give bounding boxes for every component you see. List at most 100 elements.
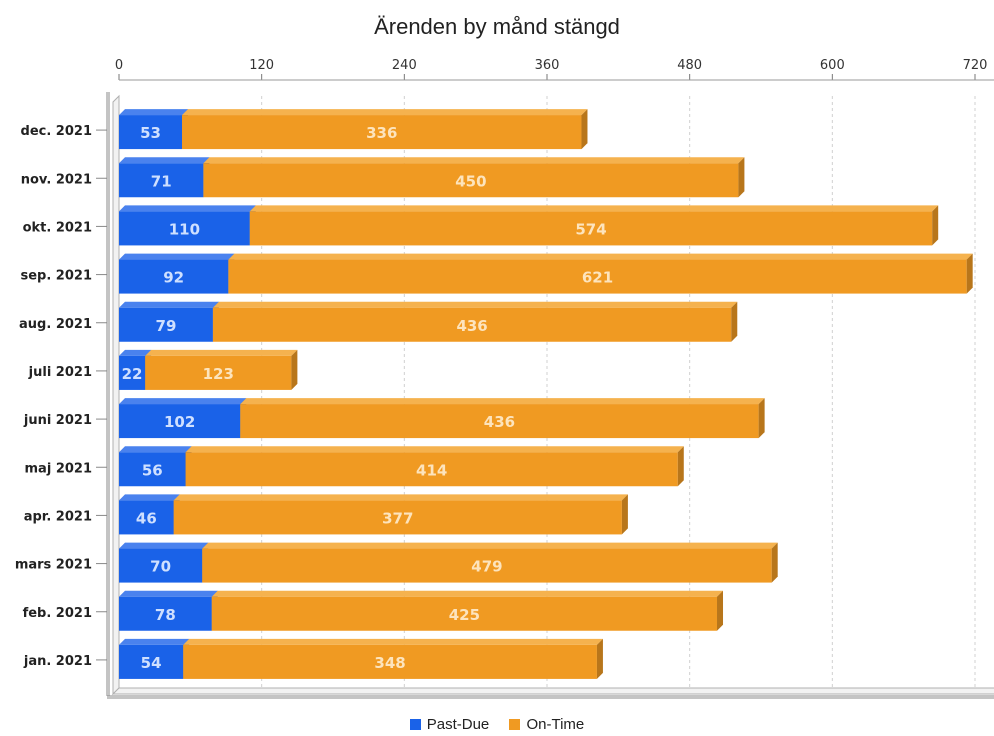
bar-top-on-time-okt-2021	[249, 205, 939, 212]
bar-past-due-apr-2021	[119, 500, 174, 535]
category-label-juli-2021: juli 2021	[28, 365, 92, 380]
bar-past-due-sep-2021	[119, 259, 229, 294]
bar-top-on-time-aug-2021	[212, 301, 738, 308]
bar-top-on-time-jan-2021	[183, 638, 603, 645]
data-label-past-due-sep-2021: 92	[163, 269, 184, 287]
data-label-on-time-aug-2021: 436	[456, 317, 487, 335]
x-tick-label-720: 720	[963, 58, 988, 73]
category-label-maj-2021: maj 2021	[25, 461, 92, 476]
bar-side-on-time-jan-2021	[596, 638, 603, 679]
data-label-past-due-apr-2021: 46	[136, 509, 157, 527]
bar-on-time-juni-2021	[240, 404, 759, 439]
bar-top-past-due-nov-2021	[119, 157, 210, 164]
data-label-past-due-maj-2021: 56	[142, 461, 163, 479]
data-label-past-due-aug-2021: 79	[156, 317, 177, 335]
category-label-aug-2021: aug. 2021	[19, 317, 92, 332]
bar-top-past-due-aug-2021	[119, 301, 219, 308]
chart-title: Ärenden by månd stängd	[374, 14, 620, 39]
category-label-okt-2021: okt. 2021	[23, 220, 92, 235]
bar-on-time-apr-2021	[173, 500, 622, 535]
category-label-nov-2021: nov. 2021	[21, 172, 92, 187]
bar-top-past-due-feb-2021	[119, 590, 218, 597]
bar-top-on-time-maj-2021	[185, 446, 684, 453]
bar-on-time-juli-2021	[145, 355, 292, 390]
bar-on-time-feb-2021	[211, 596, 718, 631]
bar-top-on-time-apr-2021	[173, 494, 628, 501]
bar-top-past-due-juli-2021	[119, 349, 152, 356]
bar-on-time-maj-2021	[185, 452, 678, 487]
bar-side-on-time-juli-2021	[291, 349, 298, 390]
bar-top-on-time-sep-2021	[228, 253, 973, 260]
bar-side-on-time-apr-2021	[621, 494, 628, 535]
bar-side-on-time-mars-2021	[771, 542, 778, 583]
data-label-past-due-okt-2021: 110	[169, 220, 200, 238]
data-label-past-due-mars-2021: 70	[150, 558, 171, 576]
bar-side-on-time-maj-2021	[677, 446, 684, 487]
bar-top-past-due-apr-2021	[119, 494, 180, 501]
data-label-on-time-jan-2021: 348	[374, 654, 405, 672]
data-label-past-due-dec-2021: 53	[140, 124, 161, 142]
x-tick-label-120: 120	[249, 58, 274, 73]
category-label-juni-2021: juni 2021	[23, 413, 92, 428]
bar-past-due-jan-2021	[119, 644, 184, 679]
data-label-past-due-jan-2021: 54	[141, 654, 162, 672]
bar-top-past-due-okt-2021	[119, 205, 256, 212]
category-label-feb-2021: feb. 2021	[23, 606, 92, 621]
bar-side-on-time-okt-2021	[932, 205, 939, 246]
data-label-on-time-juli-2021: 123	[203, 365, 234, 383]
bar-past-due-mars-2021	[119, 548, 203, 583]
x-tick-label-240: 240	[392, 58, 417, 73]
bar-past-due-juni-2021	[119, 404, 241, 439]
category-label-sep-2021: sep. 2021	[20, 269, 92, 284]
bar-side-on-time-dec-2021	[581, 109, 588, 150]
bar-side-on-time-aug-2021	[731, 301, 738, 342]
data-label-past-due-juli-2021: 22	[122, 365, 143, 383]
bar-on-time-okt-2021	[249, 211, 933, 246]
category-label-jan-2021: jan. 2021	[23, 654, 92, 669]
bar-top-past-due-jan-2021	[119, 638, 190, 645]
legend-label-on-time: On-Time	[526, 716, 585, 733]
bar-on-time-mars-2021	[202, 548, 772, 583]
bar-on-time-sep-2021	[228, 259, 967, 294]
data-label-on-time-okt-2021: 574	[575, 220, 606, 238]
data-label-on-time-dec-2021: 336	[366, 124, 397, 142]
bar-past-due-feb-2021	[119, 596, 212, 631]
bar-on-time-aug-2021	[212, 307, 732, 342]
category-label-mars-2021: mars 2021	[15, 558, 92, 573]
x-tick-label-0: 0	[115, 58, 123, 73]
bar-past-due-maj-2021	[119, 452, 186, 487]
bar-on-time-dec-2021	[182, 115, 582, 150]
x-tick-label-360: 360	[535, 58, 560, 73]
bar-top-past-due-sep-2021	[119, 253, 235, 260]
legend-swatch-on-time	[509, 719, 521, 730]
data-label-on-time-juni-2021: 436	[484, 413, 515, 431]
bar-on-time-nov-2021	[203, 163, 739, 198]
data-label-on-time-apr-2021: 377	[382, 509, 413, 527]
data-label-past-due-juni-2021: 102	[164, 413, 195, 431]
bar-top-on-time-juli-2021	[145, 349, 298, 356]
bar-top-past-due-dec-2021	[119, 109, 189, 116]
data-label-past-due-nov-2021: 71	[151, 172, 172, 190]
bar-top-on-time-mars-2021	[202, 542, 778, 549]
bar-top-on-time-dec-2021	[182, 109, 588, 116]
data-label-on-time-mars-2021: 479	[471, 558, 502, 576]
bar-on-time-jan-2021	[183, 644, 597, 679]
bar-top-past-due-mars-2021	[119, 542, 209, 549]
data-label-past-due-feb-2021: 78	[155, 606, 176, 624]
plot-wall	[112, 94, 120, 696]
bar-past-due-okt-2021	[119, 211, 250, 246]
bar-top-on-time-feb-2021	[211, 590, 724, 597]
bar-past-due-nov-2021	[119, 163, 204, 198]
bar-top-past-due-juni-2021	[119, 398, 247, 405]
bar-past-due-dec-2021	[119, 115, 183, 150]
x-tick-label-600: 600	[820, 58, 845, 73]
legend-label-past-due: Past-Due	[426, 716, 490, 733]
bar-side-on-time-sep-2021	[966, 253, 973, 294]
bar-side-on-time-nov-2021	[738, 157, 745, 198]
data-label-on-time-maj-2021: 414	[416, 461, 447, 479]
data-label-on-time-sep-2021: 621	[582, 269, 613, 287]
category-label-dec-2021: dec. 2021	[21, 124, 92, 139]
legend: Past-Due On-Time	[0, 716, 994, 734]
bar-past-due-juli-2021	[119, 355, 146, 390]
